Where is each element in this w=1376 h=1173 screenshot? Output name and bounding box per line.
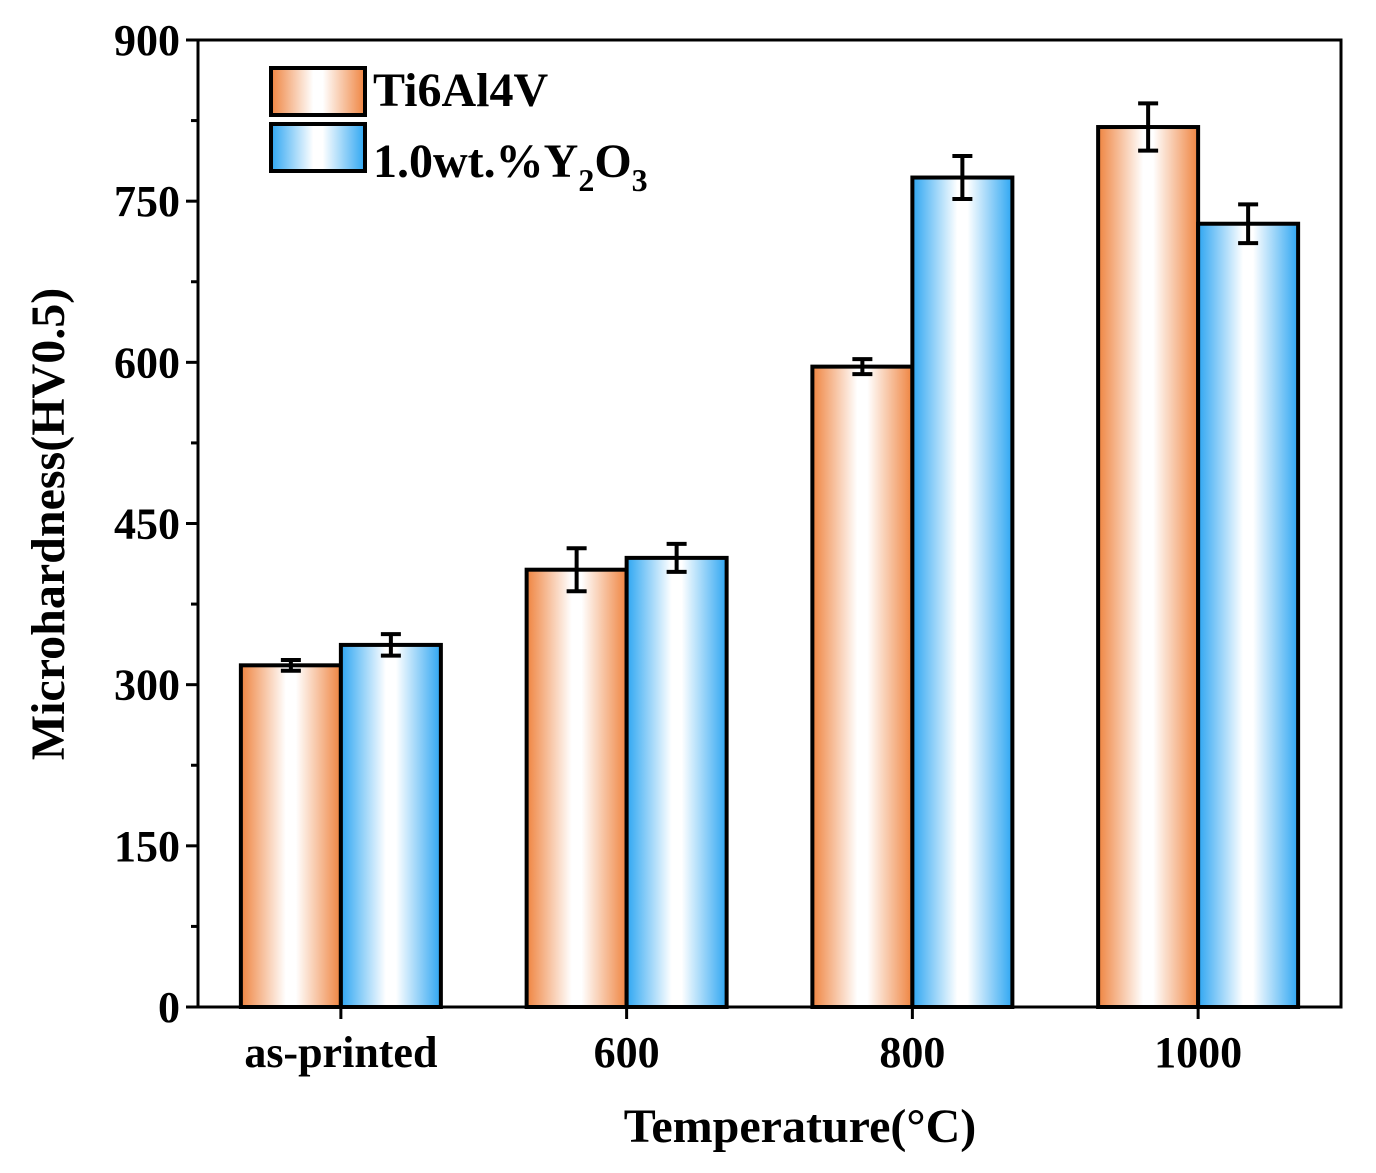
y-tick-label: 750: [114, 177, 180, 226]
errorbar-1-0wt-y2o3-1000: [1238, 202, 1259, 246]
x-tick-label: 600: [594, 1028, 660, 1077]
x-axis-title: Temperature(°C): [624, 1100, 976, 1153]
bar-ti6al4v-1000: [1096, 125, 1201, 1009]
bar-1-0wt-y2o3-1000: [1196, 221, 1301, 1010]
legend-label-y2o3-sub2: 3: [632, 162, 648, 198]
y-tick-label: 600: [114, 338, 180, 387]
errorbars-layer: [280, 101, 1259, 673]
y-tick-label: 450: [114, 500, 180, 549]
x-tick-label: 800: [879, 1028, 945, 1077]
x-tick-label: 1000: [1154, 1028, 1242, 1077]
bar-1-0wt-y2o3-as-printed: [338, 642, 443, 1009]
legend-label-y2o3-sub1: 2: [578, 162, 594, 198]
errorbar-ti6al4v-800: [852, 357, 873, 377]
legend-label-y2o3: 1.0wt.%Y2O3: [373, 135, 648, 198]
errorbar-ti6al4v-as-printed: [280, 657, 301, 673]
legend-label-ti6al4v: Ti6Al4V: [373, 64, 548, 117]
errorbar-ti6al4v-600: [566, 546, 587, 594]
y-axis-ticks: 0 150 300 450 600 750 900: [114, 16, 198, 1032]
y-tick-label: 900: [114, 16, 180, 65]
x-tick-label: as-printed: [244, 1028, 437, 1077]
bars-layer: [238, 125, 1301, 1010]
legend-swatch-y2o3: [269, 122, 367, 173]
errorbar-ti6al4v-1000: [1138, 101, 1159, 153]
legend-swatch-ti6al4v: [269, 66, 367, 117]
x-axis-ticks: as-printed 600 800 1000: [244, 1007, 1242, 1077]
y-axis-title: Microhardness(HV0.5): [22, 288, 75, 760]
errorbar-1-0wt-y2o3-800: [952, 154, 973, 202]
y-tick-label: 150: [114, 822, 180, 871]
bar-ti6al4v-800: [810, 364, 915, 1009]
errorbar-1-0wt-y2o3-as-printed: [380, 632, 401, 658]
legend-label-y2o3-main: 1.0wt.%Y: [373, 135, 578, 188]
errorbar-1-0wt-y2o3-600: [666, 541, 687, 574]
bar-1-0wt-y2o3-600: [624, 555, 729, 1009]
y-tick-label: 300: [114, 661, 180, 710]
bar-ti6al4v-600: [524, 567, 629, 1009]
bar-1-0wt-y2o3-800: [910, 175, 1015, 1010]
legend: Ti6Al4V 1.0wt.%Y2O3: [269, 64, 648, 198]
legend-label-y2o3-mid: O: [594, 135, 631, 188]
bar-ti6al4v-as-printed: [238, 663, 343, 1009]
y-tick-label: 0: [158, 983, 180, 1032]
